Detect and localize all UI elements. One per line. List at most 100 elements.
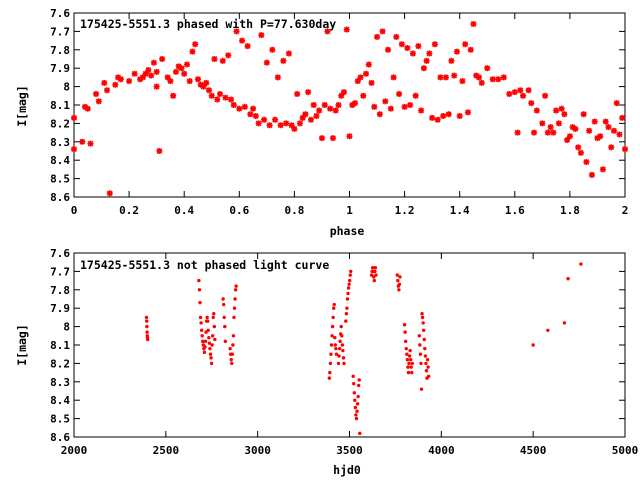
y-tick-label: 8.3 (50, 136, 70, 149)
data-point (332, 302, 336, 307)
data-point (539, 120, 546, 127)
y-tick-label: 7.7 (50, 25, 70, 38)
data-point (368, 79, 375, 86)
x-tick-label: 2500 (153, 444, 180, 457)
data-point (214, 96, 221, 103)
data-point (221, 302, 226, 307)
data-point (206, 319, 210, 323)
data-point (418, 352, 423, 356)
data-point (208, 92, 215, 99)
x-tick-label: 1.8 (560, 204, 580, 217)
data-point (562, 321, 567, 325)
data-point (561, 111, 568, 118)
data-point (153, 68, 160, 75)
data-point (178, 65, 185, 72)
data-point (327, 376, 331, 380)
data-point (228, 346, 232, 351)
data-point (126, 78, 133, 85)
data-point (356, 394, 360, 399)
data-point (405, 358, 410, 362)
data-point (434, 116, 441, 123)
data-point (408, 358, 413, 362)
data-point (354, 413, 358, 417)
x-tick-label: 0.4 (174, 204, 194, 217)
data-point (255, 120, 262, 127)
data-point (228, 96, 235, 103)
y-tick-label: 8.1 (50, 339, 70, 352)
data-point (186, 78, 193, 85)
data-point (588, 171, 595, 178)
data-point (207, 335, 211, 340)
data-point (345, 297, 350, 301)
data-point (344, 312, 349, 316)
data-point (346, 133, 353, 140)
unphased-x-axis-label: hjd0 (333, 463, 361, 477)
data-point (514, 129, 521, 136)
data-point (410, 370, 414, 375)
data-point (586, 127, 593, 134)
data-point (542, 92, 549, 99)
data-point (424, 361, 428, 366)
data-point (339, 324, 343, 329)
data-point (616, 131, 623, 138)
data-point (422, 328, 426, 332)
data-point (406, 365, 410, 369)
data-point (426, 374, 431, 378)
data-point (239, 37, 246, 44)
data-point (484, 65, 491, 72)
data-point (525, 87, 532, 94)
data-point (145, 324, 149, 329)
data-point (412, 92, 419, 99)
data-point (167, 78, 174, 85)
x-tick-label: 1 (346, 204, 353, 217)
data-point (349, 269, 353, 274)
y-tick-label: 7.8 (50, 284, 70, 297)
data-point (352, 381, 356, 386)
data-point (547, 124, 554, 131)
x-tick-label: 4500 (520, 444, 547, 457)
data-point (451, 72, 458, 79)
x-tick-label: 1.4 (450, 204, 470, 217)
data-point (144, 315, 149, 320)
data-point (370, 266, 375, 270)
data-point (355, 409, 359, 413)
data-point (199, 328, 204, 332)
data-point (209, 361, 214, 366)
data-point (373, 266, 378, 270)
data-point (517, 87, 524, 94)
data-point (321, 102, 328, 108)
data-point (277, 122, 284, 129)
data-point (112, 81, 119, 88)
data-point (599, 166, 606, 173)
data-point (580, 111, 587, 118)
unphased-x-ticks: 2000 2500 3000 3500 4000 4500 5000 (61, 253, 638, 457)
data-point (376, 111, 383, 118)
data-point (229, 358, 233, 362)
phased-x-axis-label: phase (330, 224, 365, 238)
data-point (233, 288, 238, 292)
data-point (329, 352, 333, 356)
data-point (456, 113, 463, 120)
data-point (318, 135, 325, 142)
data-point (313, 113, 320, 120)
data-point (373, 269, 377, 274)
data-point (341, 356, 346, 360)
y-tick-label: 8.5 (50, 173, 70, 186)
data-point (145, 337, 150, 342)
data-point (407, 102, 414, 108)
data-point (200, 334, 204, 338)
data-point (231, 343, 235, 347)
data-point (211, 315, 215, 320)
data-point (374, 33, 381, 40)
data-point (208, 346, 212, 351)
data-point (533, 107, 540, 114)
data-point (345, 306, 349, 310)
data-point (225, 52, 232, 59)
data-point (409, 50, 416, 57)
data-point (117, 76, 124, 83)
data-point (352, 100, 359, 107)
y-tick-label: 7.7 (50, 265, 70, 278)
data-point (328, 361, 333, 366)
data-point (261, 116, 268, 123)
data-point (232, 315, 236, 320)
